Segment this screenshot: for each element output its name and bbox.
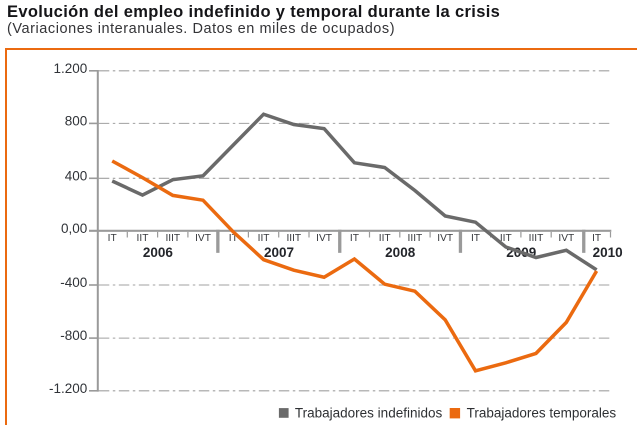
svg-text:-800: -800 <box>60 328 87 343</box>
svg-text:800: 800 <box>65 113 88 128</box>
svg-text:Trabajadores temporales: Trabajadores temporales <box>467 406 617 421</box>
svg-text:IIT: IIT <box>137 233 149 244</box>
svg-text:IVT: IVT <box>437 233 453 244</box>
svg-text:400: 400 <box>65 168 88 183</box>
svg-text:IT: IT <box>350 233 359 244</box>
svg-text:IIT: IIT <box>258 233 270 244</box>
svg-text:IIIT: IIIT <box>165 233 180 244</box>
svg-text:2006: 2006 <box>143 245 174 260</box>
svg-text:1.200: 1.200 <box>54 61 88 76</box>
svg-text:IIIT: IIIT <box>286 233 301 244</box>
svg-text:IIT: IIT <box>379 233 391 244</box>
svg-text:IVT: IVT <box>195 233 211 244</box>
svg-text:IT: IT <box>471 233 480 244</box>
svg-text:IIIT: IIIT <box>529 233 544 244</box>
svg-text:IVT: IVT <box>558 233 574 244</box>
svg-text:-400: -400 <box>60 275 87 290</box>
svg-text:2008: 2008 <box>385 245 416 260</box>
svg-text:IT: IT <box>592 233 601 244</box>
svg-text:Evolución del empleo indefinid: Evolución del empleo indefinido y tempor… <box>7 3 500 21</box>
svg-text:2007: 2007 <box>264 245 294 260</box>
svg-text:0,00: 0,00 <box>61 221 87 236</box>
svg-text:Trabajadores indefinidos: Trabajadores indefinidos <box>295 406 443 421</box>
svg-text:IT: IT <box>229 233 238 244</box>
svg-text:IT: IT <box>108 233 117 244</box>
svg-text:(Variaciones interanuales. Dat: (Variaciones interanuales. Datos en mile… <box>7 21 395 37</box>
svg-text:IIT: IIT <box>500 233 512 244</box>
svg-text:IIIT: IIIT <box>408 233 423 244</box>
svg-text:2010: 2010 <box>593 245 623 260</box>
svg-text:-1.200: -1.200 <box>49 381 87 396</box>
svg-text:IVT: IVT <box>316 233 332 244</box>
